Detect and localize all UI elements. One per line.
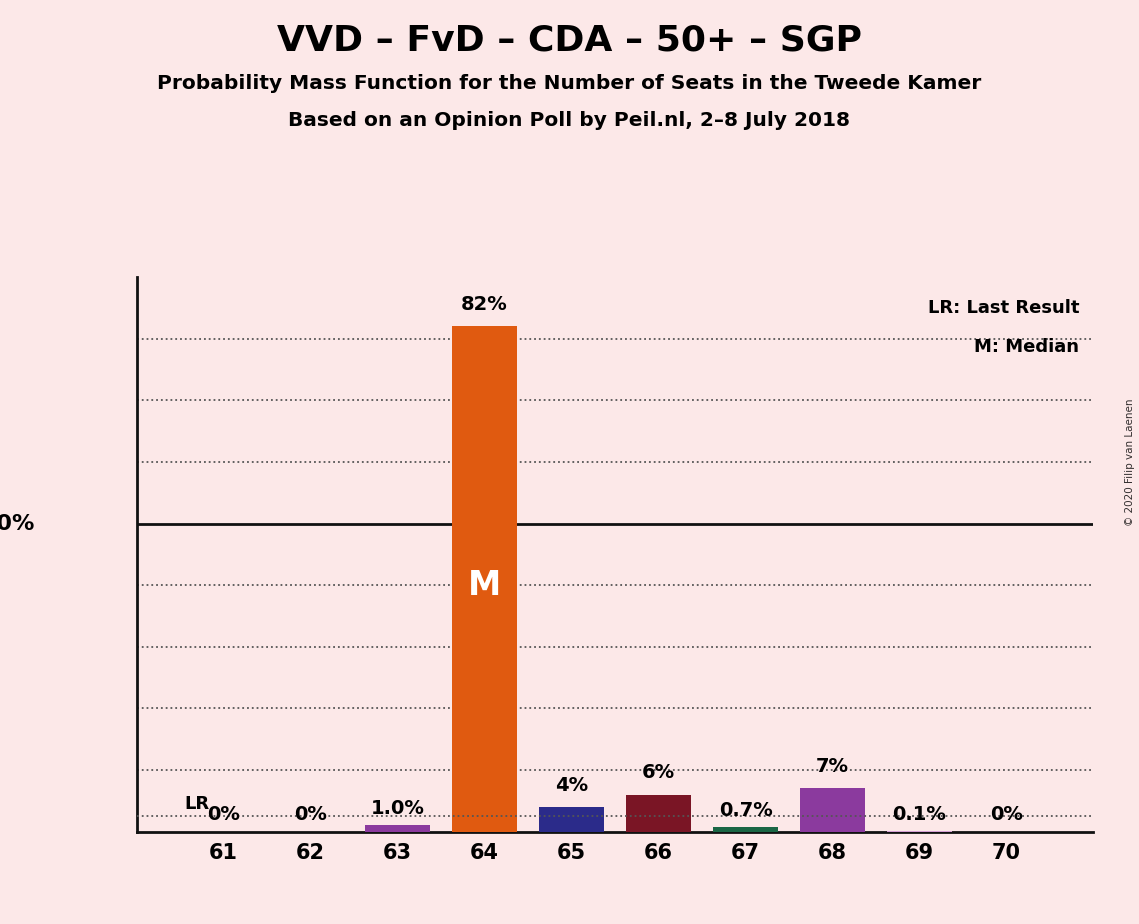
Text: 82%: 82% [461,295,508,314]
Text: 6%: 6% [642,763,675,783]
Text: 0.7%: 0.7% [719,801,772,820]
Text: © 2020 Filip van Laenen: © 2020 Filip van Laenen [1125,398,1134,526]
Bar [452,326,517,832]
Bar [539,807,604,832]
Text: LR: Last Result: LR: Last Result [927,299,1079,317]
Bar [626,795,691,832]
Bar [364,825,431,832]
Text: Probability Mass Function for the Number of Seats in the Tweede Kamer: Probability Mass Function for the Number… [157,74,982,93]
Text: 0%: 0% [990,805,1023,824]
Text: Based on an Opinion Poll by Peil.nl, 2–8 July 2018: Based on an Opinion Poll by Peil.nl, 2–8… [288,111,851,130]
Bar [800,788,866,832]
Text: LR: LR [185,796,210,813]
Text: 0.1%: 0.1% [893,805,947,823]
Text: 0%: 0% [207,805,240,824]
Text: M: M [468,568,501,602]
Text: 7%: 7% [816,757,849,776]
Text: VVD – FvD – CDA – 50+ – SGP: VVD – FvD – CDA – 50+ – SGP [277,23,862,57]
Bar [713,827,778,832]
Text: 0%: 0% [294,805,327,824]
Text: M: Median: M: Median [974,338,1079,356]
Text: 4%: 4% [555,775,588,795]
Text: 50%: 50% [0,514,34,533]
Text: 1.0%: 1.0% [370,799,425,818]
